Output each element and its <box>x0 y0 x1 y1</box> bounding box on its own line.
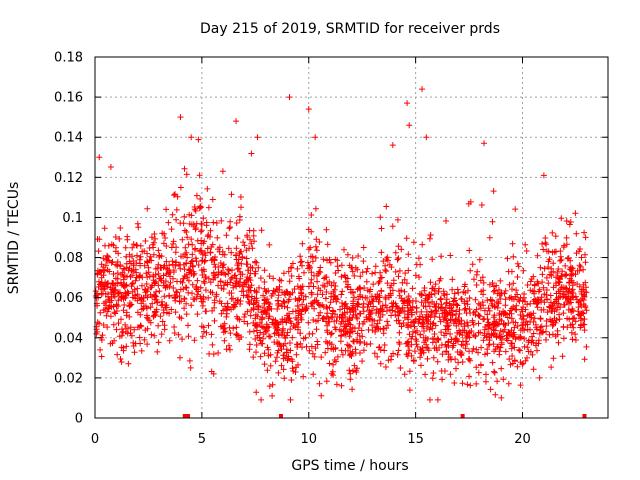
peak-point <box>312 134 319 141</box>
y-tick-label: 0 <box>75 412 83 427</box>
baseline-marker <box>460 414 465 418</box>
peak-point <box>177 114 184 121</box>
peak-point <box>481 140 488 147</box>
plot-frame <box>94 56 609 419</box>
baseline-marker <box>185 414 190 418</box>
baseline-marker <box>182 414 187 418</box>
y-tick-label: 0.14 <box>54 131 83 146</box>
peak-point <box>540 172 547 179</box>
y-tick-label: 0.04 <box>54 331 83 346</box>
peak-point <box>188 134 195 141</box>
x-tick-label: 10 <box>300 432 317 447</box>
y-tick-label: 0.02 <box>54 371 83 386</box>
baseline-marker <box>278 414 283 418</box>
y-tick-label: 0.08 <box>54 251 83 266</box>
x-tick-label: 5 <box>198 432 206 447</box>
y-tick-label: 0.1 <box>62 211 83 226</box>
baseline-markers <box>182 414 587 418</box>
peak-point <box>305 106 312 113</box>
x-axis-label: GPS time / hours <box>291 458 408 474</box>
y-tick-label: 0.12 <box>54 171 83 186</box>
y-tick-label: 0.16 <box>54 91 83 106</box>
y-axis-label: SRMTID / TECUs <box>6 182 22 295</box>
x-tick-label: 0 <box>91 432 99 447</box>
peak-point <box>423 134 430 141</box>
peak-point <box>233 118 240 125</box>
scatter-markers <box>92 136 590 403</box>
peak-point <box>419 86 426 93</box>
peak-point <box>404 100 411 107</box>
peak-point <box>286 94 293 101</box>
y-tick-label: 0.18 <box>54 51 83 66</box>
data-points <box>92 86 590 403</box>
x-tick-label: 20 <box>514 432 531 447</box>
axis-ticks: 0 0.02 0.04 0.06 0.08 0.1 0.12 0.14 0.16 0.18 0 5 10… <box>54 51 608 447</box>
x-tick-label: 15 <box>407 432 424 447</box>
peak-point <box>406 122 413 129</box>
peak-point <box>254 134 261 141</box>
chart-title: Day 215 of 2019, SRMTID for receiver prd… <box>200 21 500 37</box>
peak-point <box>96 154 103 161</box>
y-tick-label: 0.06 <box>54 291 83 306</box>
baseline-marker <box>582 414 587 418</box>
